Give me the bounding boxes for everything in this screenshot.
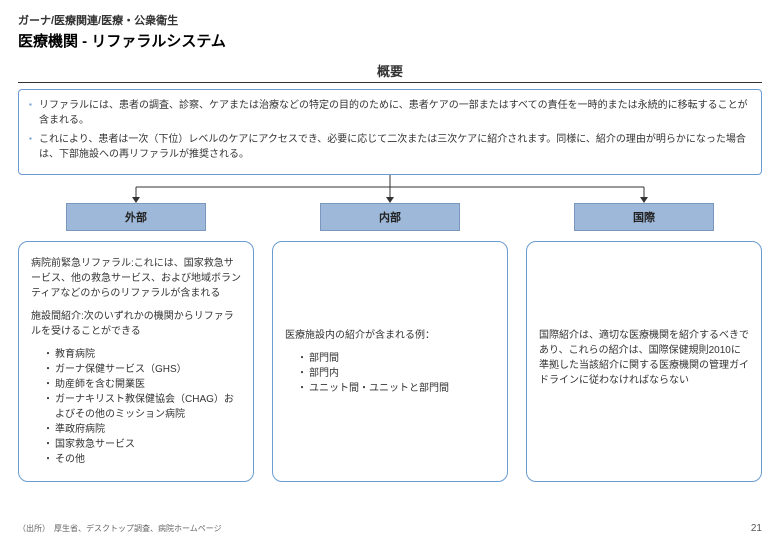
column-body: 国際紹介は、適切な医療機関を紹介するべきであり、これらの紹介は、国際保健規則20… — [526, 241, 762, 482]
column-header: 外部 — [66, 203, 206, 231]
body-text: 医療施設内の紹介が含まれる例： — [285, 328, 495, 343]
list-item: 部門間 — [299, 351, 495, 366]
list-item: ガーナキリスト教保健協会（CHAG）およびその他のミッション病院 — [45, 392, 241, 422]
column-header: 内部 — [320, 203, 460, 231]
page-number: 21 — [751, 523, 762, 534]
list-item: 部門内 — [299, 366, 495, 381]
connector-lines — [18, 175, 762, 203]
columns-container: 外部 病院前緊急リファラル:これには、国家救急サービス、他の救急サービス、および… — [18, 203, 762, 482]
list-item: 準政府病院 — [45, 422, 241, 437]
overview-box: リファラルには、患者の調査、診察、ケアまたは治療などの特定の目的のために、患者ケ… — [18, 89, 762, 175]
page-title: 医療機関 - リファラルシステム — [18, 30, 762, 51]
body-text: 国際紹介は、適切な医療機関を紹介するべきであり、これらの紹介は、国際保健規則20… — [539, 328, 749, 388]
column-internal: 内部 医療施設内の紹介が含まれる例： 部門間 部門内 ユニット間・ユニットと部門… — [272, 203, 508, 482]
footer: （出所） 厚生省、デスクトップ調査、病院ホームページ 21 — [18, 523, 762, 534]
column-body: 医療施設内の紹介が含まれる例： 部門間 部門内 ユニット間・ユニットと部門間 — [272, 241, 508, 482]
column-international: 国際 国際紹介は、適切な医療機関を紹介するべきであり、これらの紹介は、国際保健規… — [526, 203, 762, 482]
breadcrumb: ガーナ/医療関連/医療・公衆衛生 — [18, 12, 762, 28]
overview-item: これにより、患者は一次（下位）レベルのケアにアクセスでき、必要に応じて二次または… — [29, 132, 751, 162]
footer-source: （出所） 厚生省、デスクトップ調査、病院ホームページ — [18, 523, 222, 534]
list-item: ユニット間・ユニットと部門間 — [299, 381, 495, 396]
column-body: 病院前緊急リファラル:これには、国家救急サービス、他の救急サービス、および地域ボ… — [18, 241, 254, 482]
overview-item: リファラルには、患者の調査、診察、ケアまたは治療などの特定の目的のために、患者ケ… — [29, 98, 751, 128]
list-item: その他 — [45, 452, 241, 467]
body-text: 施設間紹介:次のいずれかの機関からリファラルを受けることができる — [31, 309, 241, 339]
section-title: 概要 — [18, 61, 762, 83]
column-header: 国際 — [574, 203, 714, 231]
list-item: 教育病院 — [45, 347, 241, 362]
list-item: 国家救急サービス — [45, 437, 241, 452]
list-item: 助産師を含む開業医 — [45, 377, 241, 392]
list-item: ガーナ保健サービス（GHS） — [45, 362, 241, 377]
body-text: 病院前緊急リファラル:これには、国家救急サービス、他の救急サービス、および地域ボ… — [31, 256, 241, 301]
column-external: 外部 病院前緊急リファラル:これには、国家救急サービス、他の救急サービス、および… — [18, 203, 254, 482]
